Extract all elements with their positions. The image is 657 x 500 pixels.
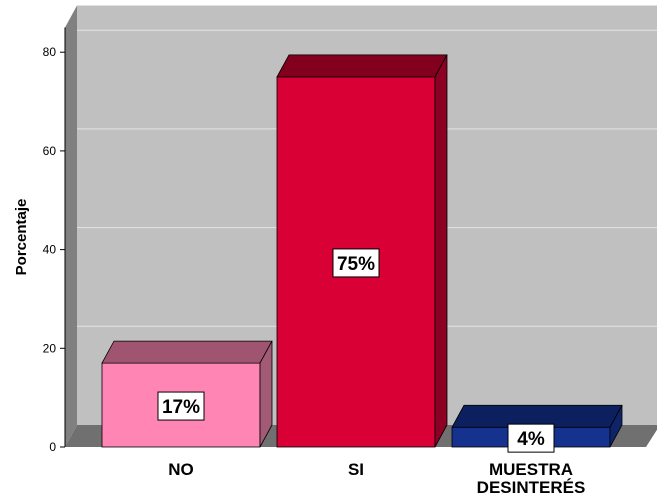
data-labels: 17% 75% 4% bbox=[157, 248, 555, 453]
bar-top bbox=[276, 54, 448, 78]
data-label: 4% bbox=[507, 423, 555, 453]
side-wall bbox=[65, 5, 77, 448]
y-tick-label: 60 bbox=[43, 144, 57, 158]
y-tick-label: 80 bbox=[43, 45, 57, 59]
bar-side bbox=[259, 340, 273, 448]
data-label-box bbox=[332, 248, 380, 278]
bar-side bbox=[434, 54, 448, 448]
y-tick-label: 20 bbox=[43, 341, 57, 355]
y-tick-label: 40 bbox=[43, 243, 57, 257]
bar-side bbox=[609, 405, 623, 448]
x-tick-label: MUESTRA bbox=[489, 460, 573, 479]
data-label: 17% bbox=[157, 391, 205, 421]
data-label-text: 17% bbox=[162, 397, 200, 418]
data-label-text: 4% bbox=[517, 429, 545, 450]
x-tick-label: SI bbox=[348, 460, 364, 479]
y-tick-label: 0 bbox=[49, 440, 56, 454]
data-label-text: 75% bbox=[337, 254, 375, 275]
x-tick-label: DESINTERÉS bbox=[477, 478, 586, 497]
data-label-box bbox=[157, 391, 205, 421]
bar-top bbox=[101, 340, 273, 364]
data-label: 75% bbox=[332, 248, 380, 278]
y-axis-title: Porcentaje bbox=[13, 199, 30, 276]
x-tick-label: NO bbox=[168, 460, 194, 479]
data-label-box bbox=[507, 423, 555, 453]
